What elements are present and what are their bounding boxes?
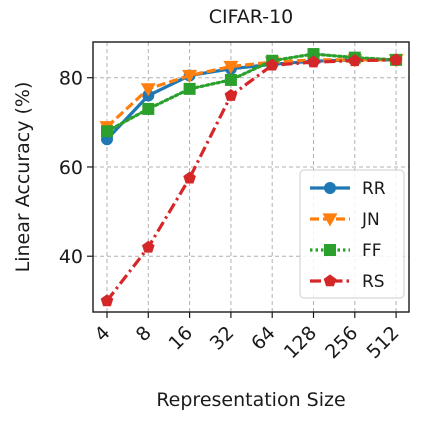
x-axis: 4 8 16 32 64 128 256 512	[90, 312, 404, 363]
series-line-jn	[105, 58, 397, 128]
data-point-rs	[348, 54, 362, 67]
x-tick-label: 128	[280, 322, 321, 363]
legend-label-ff: FF	[362, 241, 382, 261]
data-point-rs	[100, 294, 114, 307]
data-point-ff	[142, 102, 155, 115]
x-tick-label: 8	[132, 322, 156, 346]
series-layer	[99, 48, 404, 307]
data-point-rs	[183, 171, 196, 184]
x-tick-label: 32	[206, 322, 239, 355]
data-point-rs	[307, 55, 320, 68]
x-axis-label: Representation Size	[156, 389, 345, 411]
x-tick-label: 256	[321, 322, 362, 363]
legend-marker-jn	[322, 213, 338, 227]
legend-label-rr: RR	[362, 179, 386, 199]
legend-marker-rr	[324, 182, 336, 194]
series-line-rs	[105, 58, 397, 302]
x-tick-label: 512	[362, 322, 403, 363]
data-point-ff	[183, 82, 196, 95]
data-point-ff	[307, 48, 320, 61]
series-rs	[100, 53, 403, 307]
series-rr	[101, 53, 403, 146]
data-point-rs	[142, 240, 155, 253]
data-point-jn	[140, 83, 156, 97]
x-tick-label: 64	[247, 322, 280, 355]
legend-label-rs: RS	[362, 272, 385, 292]
y-axis: 40 60 80	[59, 68, 93, 268]
legend: RR JN FF RS	[299, 169, 405, 299]
legend-marker-rs	[323, 274, 337, 287]
data-point-rs	[389, 53, 403, 66]
legend-marker-ff	[324, 244, 336, 256]
legend-box	[299, 169, 405, 299]
data-point-ff	[224, 73, 237, 86]
y-tick-label: 40	[59, 246, 83, 268]
plot-frame	[92, 41, 410, 313]
y-tick-label: 60	[59, 157, 83, 179]
data-point-rs	[265, 58, 279, 71]
x-tick-label: 4	[90, 322, 114, 346]
data-point-ff	[101, 125, 113, 138]
y-tick-label: 80	[59, 68, 83, 90]
legend-label-jn: JN	[361, 210, 380, 230]
x-tick-label: 16	[164, 322, 197, 355]
data-point-jn	[182, 69, 198, 83]
series-line-ff	[105, 52, 398, 133]
data-point-rs	[224, 89, 238, 101]
data-point-jn	[223, 60, 239, 75]
y-axis-label: Linear Accuracy (%)	[12, 82, 34, 273]
chart-title: CIFAR-10	[209, 6, 294, 28]
